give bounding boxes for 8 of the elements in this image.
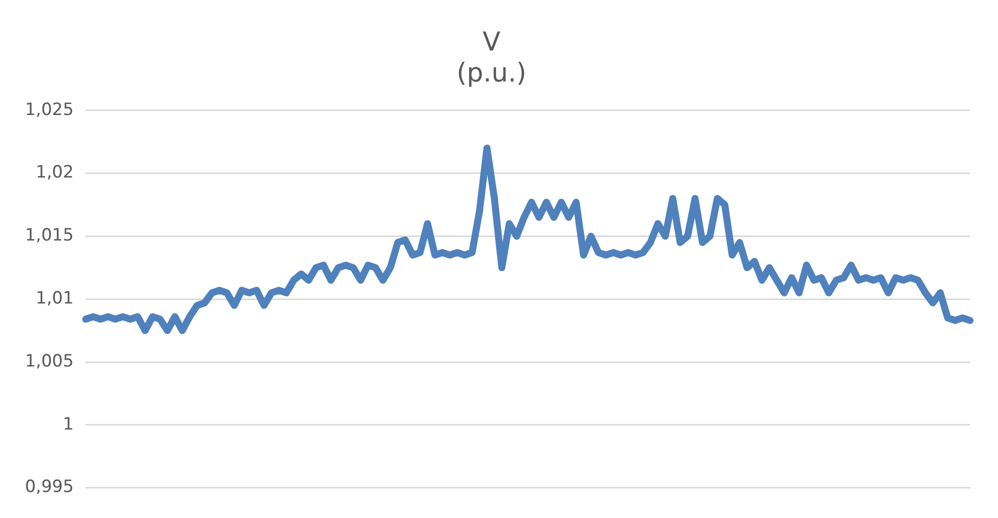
y-tick-label: 1,005 — [24, 351, 74, 372]
y-tick-label: 1,015 — [24, 226, 74, 246]
y-tick-label: 1,025 — [24, 100, 74, 120]
y-tick-label: 0,995 — [24, 477, 74, 498]
chart-title: V (p.u.) — [456, 27, 526, 89]
y-tick-label: 1,01 — [36, 288, 74, 309]
y-tick-label: 1 — [62, 414, 74, 434]
y-tick-label: 1,02 — [36, 162, 74, 183]
